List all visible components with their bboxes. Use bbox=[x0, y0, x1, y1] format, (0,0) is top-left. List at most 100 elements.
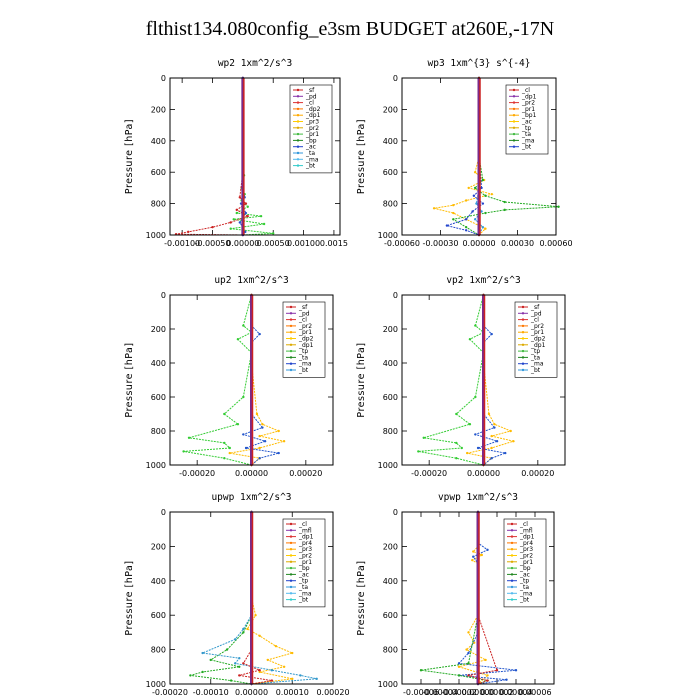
series-point bbox=[473, 186, 477, 190]
series-point bbox=[486, 548, 489, 552]
series-point bbox=[464, 225, 468, 229]
series-point bbox=[229, 679, 233, 682]
series-point bbox=[223, 457, 226, 460]
legend-marker bbox=[296, 132, 300, 136]
series-point bbox=[238, 665, 241, 668]
legend-marker bbox=[510, 585, 514, 589]
legend-marker bbox=[510, 592, 514, 595]
series-point bbox=[503, 208, 506, 212]
legend-label: _dp1 bbox=[298, 534, 314, 541]
y-tick-label: 400 bbox=[151, 577, 166, 586]
legend-label: _ac bbox=[521, 119, 532, 126]
legend-label: _pr1 bbox=[298, 329, 312, 336]
series-point bbox=[211, 225, 214, 229]
series-point bbox=[490, 446, 493, 450]
legend-label: _ac bbox=[519, 571, 530, 578]
legend-box bbox=[282, 301, 326, 378]
legend-marker bbox=[296, 101, 300, 104]
legend-marker bbox=[289, 337, 293, 340]
series-line-pr1 bbox=[230, 78, 274, 236]
legend-marker bbox=[289, 305, 293, 309]
legend-marker bbox=[510, 522, 514, 526]
legend-label: _pd bbox=[305, 93, 317, 100]
legend-marker bbox=[296, 164, 300, 167]
series-point bbox=[242, 324, 245, 327]
series-point bbox=[242, 395, 245, 399]
series-point bbox=[475, 202, 478, 205]
series-point bbox=[471, 210, 474, 213]
legend-marker bbox=[289, 356, 293, 359]
series-point bbox=[467, 674, 470, 677]
series-point bbox=[465, 648, 468, 651]
legend-label: _dp2 bbox=[530, 336, 546, 343]
series-point bbox=[315, 677, 318, 681]
legend-box bbox=[514, 301, 558, 378]
panel-title: wp3 1xm^{3} s^{-4} bbox=[428, 58, 531, 69]
series-point bbox=[495, 440, 499, 443]
series-point bbox=[452, 211, 455, 215]
legend-label: _ma bbox=[298, 590, 312, 597]
legend-marker bbox=[289, 529, 293, 532]
legend-label: _ta bbox=[298, 584, 308, 591]
series-point bbox=[189, 674, 192, 677]
plot-frame bbox=[169, 294, 334, 466]
y-tick-label: 800 bbox=[151, 200, 166, 209]
series-point bbox=[467, 186, 470, 190]
y-tick-label: 600 bbox=[151, 393, 166, 402]
y-tick-label: 400 bbox=[151, 359, 166, 368]
series-point bbox=[291, 677, 294, 681]
series-point bbox=[474, 433, 477, 436]
legend-label: _bt bbox=[521, 144, 532, 151]
legend-marker bbox=[289, 585, 293, 589]
series-line-tp bbox=[241, 295, 279, 466]
legend-label: _mfl bbox=[519, 527, 533, 534]
series-point bbox=[484, 211, 487, 215]
series-point bbox=[504, 451, 507, 455]
legend-label: _pd bbox=[298, 310, 310, 317]
series-point bbox=[201, 651, 204, 655]
series-point bbox=[187, 230, 190, 234]
legend-label: _cl bbox=[530, 317, 539, 324]
series-point bbox=[282, 440, 286, 443]
legend-marker bbox=[512, 145, 516, 148]
series-point bbox=[263, 440, 267, 443]
legend-label: _dp1 bbox=[298, 342, 314, 349]
y-tick-label: 0 bbox=[393, 291, 398, 300]
legend-marker bbox=[289, 312, 293, 315]
series-point bbox=[486, 674, 489, 677]
series-point bbox=[274, 644, 278, 648]
legend-label: _pr3 bbox=[298, 546, 312, 553]
legend-label: _pr2 bbox=[305, 125, 319, 132]
series-point bbox=[242, 662, 245, 665]
legend-marker bbox=[512, 139, 516, 142]
legend-label: _bp bbox=[519, 565, 531, 572]
legend-label: _pr1 bbox=[519, 559, 533, 566]
legend-marker bbox=[510, 548, 514, 551]
legend-label: _tp bbox=[298, 578, 308, 585]
legend-label: _tp bbox=[519, 578, 529, 585]
legend-label: _ma bbox=[305, 156, 319, 163]
legend-marker bbox=[521, 349, 525, 353]
series-point bbox=[490, 457, 493, 460]
legend-marker bbox=[521, 318, 525, 321]
series-point bbox=[464, 229, 468, 232]
figure-title: flthist134.080config_e3sm BUDGET at260E,… bbox=[145, 18, 555, 40]
series-point bbox=[234, 662, 237, 665]
series-point bbox=[487, 412, 491, 416]
legend-label: _tp bbox=[530, 348, 540, 355]
legend-marker bbox=[510, 579, 514, 582]
legend-marker bbox=[289, 362, 293, 365]
legend-marker bbox=[521, 362, 525, 365]
legend-label: _cl bbox=[521, 87, 530, 94]
series-point bbox=[182, 450, 185, 453]
series-point bbox=[277, 429, 280, 433]
legend-marker bbox=[296, 158, 300, 161]
legend-marker bbox=[289, 554, 293, 557]
x-tick-label: 0.00002 bbox=[480, 688, 513, 697]
series-point bbox=[457, 662, 461, 665]
series-point bbox=[235, 208, 238, 212]
y-tick-label: 200 bbox=[383, 105, 398, 114]
series-point bbox=[474, 395, 477, 399]
legend-marker bbox=[510, 598, 514, 601]
series-line-bp bbox=[190, 512, 252, 685]
